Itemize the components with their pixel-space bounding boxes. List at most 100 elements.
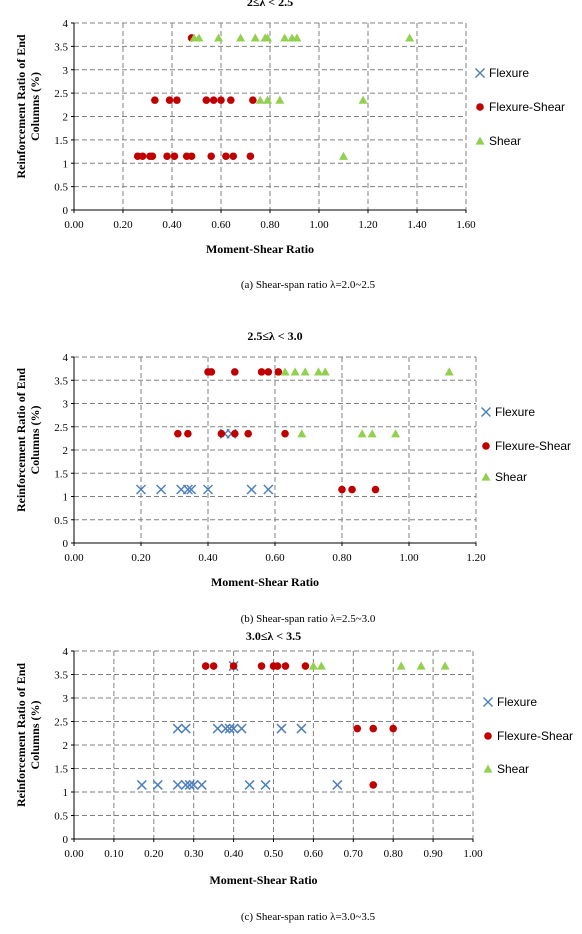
y-tick-label: 1.5	[54, 764, 68, 776]
data-point-triangle	[320, 367, 330, 376]
data-point-x	[244, 779, 255, 790]
data-point-triangle	[280, 33, 290, 42]
figure-caption: (b) Shear-span ratio λ=2.5~3.0	[241, 613, 376, 625]
x-tick-label: 0.30	[184, 848, 204, 860]
chart-title: 3.0≤λ < 3.5	[246, 629, 301, 643]
y-tick-label: 3.5	[54, 670, 68, 682]
data-point-triangle	[236, 33, 246, 42]
y-tick-label: 3	[63, 693, 69, 705]
x-tick-label: 0.80	[332, 552, 352, 564]
data-point-x	[180, 723, 191, 734]
data-point-circle	[163, 152, 171, 161]
data-point-circle	[170, 152, 179, 161]
data-point-triangle	[405, 33, 415, 42]
data-point-triangle	[440, 661, 450, 670]
data-point-circle	[202, 96, 211, 104]
data-point-triangle	[250, 33, 260, 42]
y-tick-label: 2	[63, 445, 69, 457]
data-point-circle	[222, 152, 230, 161]
y-tick-label: 2.5	[54, 88, 68, 100]
chart-panel-3: 3.0≤λ < 3.5 0 0.5 1 1.5 2 2.5 3 3.5 4 0.00 0.10 0.20…	[14, 629, 573, 923]
data-point-x	[152, 779, 163, 790]
data-point-x	[180, 779, 191, 790]
y-tick-label: 3	[63, 65, 69, 77]
data-point-x	[263, 484, 274, 495]
y-tick-label: 1	[63, 492, 69, 504]
y-axis-label: Reinforcement Ratio of EndColumns (%)	[14, 663, 42, 807]
data-point-circle	[148, 152, 157, 161]
data-point-circle	[231, 368, 239, 376]
data-point-circle	[264, 368, 273, 376]
data-point-x	[196, 779, 207, 790]
x-tick-label: 0.90	[423, 848, 443, 860]
x-tick-label: 0.20	[113, 219, 133, 231]
x-tick-label: 0.40	[198, 552, 218, 564]
data-point-circle	[301, 662, 310, 670]
x-tick-label: 1.00	[309, 219, 329, 231]
data-point-x	[224, 723, 235, 734]
legend-label: Flexure-Shear	[495, 439, 571, 453]
legend-marker-x	[480, 406, 492, 418]
legend-marker-x	[474, 67, 486, 79]
y-tick-label: 2.5	[54, 422, 68, 434]
data-point-circle	[174, 429, 182, 438]
chart-panel-2: 2.5≤λ < 3.0 0 0.5 1 1.5 2 2.5 3 3.5 4 0.00 0.20 0.40…	[14, 329, 571, 625]
chart-title: 2≤λ < 2.5	[247, 0, 293, 9]
x-tick-label: 0.20	[144, 848, 164, 860]
y-tick-label: 0	[63, 834, 69, 846]
y-tick-label: 0	[63, 538, 69, 550]
x-tick-label: 0.70	[344, 848, 364, 860]
data-point-circle	[229, 152, 238, 161]
data-point-triangle	[444, 367, 454, 376]
data-point-circle	[209, 662, 218, 670]
legend-label: Flexure-Shear	[489, 100, 565, 114]
data-point-circle	[389, 724, 398, 733]
data-point-x	[212, 723, 223, 734]
data-point-circle	[281, 429, 289, 438]
x-axis-label: Moment-Shear Ratio	[209, 873, 317, 887]
data-point-x	[135, 484, 147, 495]
data-point-circle	[184, 429, 192, 438]
x-tick-label: 0.60	[304, 848, 324, 860]
data-point-circle	[227, 96, 235, 104]
data-point-circle	[187, 152, 196, 161]
data-point-circle	[201, 662, 210, 670]
data-point-x	[136, 779, 147, 790]
legend-marker-triangle	[481, 472, 491, 481]
data-point-x	[182, 484, 193, 495]
x-tick-label: 1.00	[399, 552, 419, 564]
data-point-triangle	[255, 95, 265, 104]
data-point-triangle	[263, 33, 273, 42]
data-point-triangle	[214, 33, 224, 42]
data-point-triangle	[358, 95, 368, 104]
data-point-x	[202, 484, 214, 495]
legend-label: Flexure	[489, 66, 529, 80]
legend-marker-circle	[482, 442, 490, 450]
legend-marker-triangle	[483, 764, 493, 773]
data-point-triangle	[316, 661, 326, 670]
x-tick-label: 0.80	[384, 848, 404, 860]
data-point-triangle	[357, 429, 367, 438]
data-point-circle	[273, 662, 282, 670]
data-point-triangle	[367, 429, 377, 438]
x-tick-label: 0.00	[64, 848, 84, 860]
data-point-x	[186, 484, 197, 495]
y-tick-label: 4	[63, 18, 69, 30]
data-point-circle	[249, 96, 257, 104]
legend-label: Shear	[495, 470, 527, 484]
y-axis-label: Reinforcement Ratio of EndColumns (%)	[14, 34, 42, 178]
data-point-triangle	[194, 33, 204, 42]
x-tick-label: 0.20	[131, 552, 151, 564]
x-tick-label: 1.00	[463, 848, 483, 860]
data-point-triangle	[275, 95, 285, 104]
legend-marker-triangle	[475, 136, 485, 145]
data-point-triangle	[297, 429, 307, 438]
data-point-circle	[246, 152, 255, 161]
data-point-circle	[217, 429, 226, 438]
y-tick-label: 4	[63, 352, 69, 364]
data-point-circle	[371, 485, 380, 494]
data-point-circle	[217, 96, 225, 104]
data-point-triangle	[308, 661, 318, 670]
data-point-circle	[257, 662, 266, 670]
data-point-triangle	[339, 151, 348, 160]
